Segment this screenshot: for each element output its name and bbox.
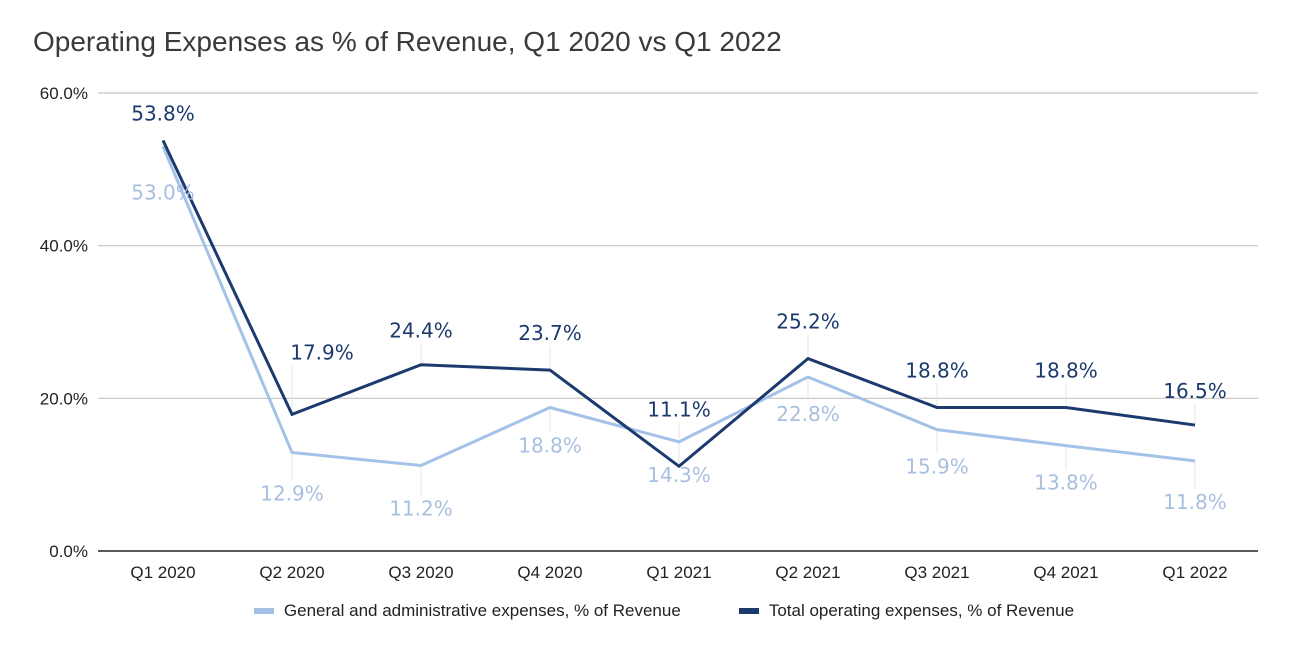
data-label-total: 18.8% [1034,358,1098,382]
data-label-ga: 12.9% [260,482,324,506]
legend-item-ga[interactable]: General and administrative expenses, % o… [253,601,681,621]
data-label-ga: 53.0% [131,180,195,204]
y-tick-label: 20.0% [40,389,88,408]
data-label-ga: 11.8% [1163,490,1227,514]
legend: General and administrative expenses, % o… [0,601,1292,621]
legend-label-total: Total operating expenses, % of Revenue [768,601,1075,620]
x-tick-label: Q3 2021 [904,563,969,582]
data-label-total: 11.1% [647,397,711,421]
y-tick-label: 60.0% [40,84,88,103]
data-label-total: 25.2% [776,310,840,334]
x-tick-label: Q3 2020 [388,563,453,582]
legend-item-total[interactable]: Total operating expenses, % of Revenue [738,601,1075,621]
x-tick-label: Q2 2020 [259,563,324,582]
x-tick-label: Q4 2021 [1033,563,1098,582]
y-tick-label: 0.0% [49,542,88,561]
data-label-ga: 11.2% [389,497,453,521]
data-label-total: 18.8% [905,358,969,382]
legend-label-ga: General and administrative expenses, % o… [283,601,681,620]
legend-swatch-ga [253,608,274,614]
x-tick-label: Q4 2020 [517,563,582,582]
x-tick-label: Q1 2020 [130,563,195,582]
data-label-ga: 13.8% [1034,471,1098,495]
y-tick-label: 40.0% [40,237,88,256]
data-label-total: 16.5% [1163,379,1227,403]
data-label-total: 24.4% [389,319,453,343]
data-label-total: 53.8% [131,101,195,125]
data-label-total: 23.7% [518,321,582,345]
data-label-ga: 15.9% [905,455,969,479]
x-tick-label: Q1 2021 [646,563,711,582]
x-tick-label: Q1 2022 [1162,563,1227,582]
data-label-ga: 18.8% [518,433,582,457]
x-tick-label: Q2 2021 [775,563,840,582]
data-label-ga: 22.8% [776,402,840,426]
data-label-total: 17.9% [290,340,354,364]
chart-title: Operating Expenses as % of Revenue, Q1 2… [33,26,782,57]
legend-swatch-total [738,608,759,614]
data-label-ga: 14.3% [647,463,711,487]
